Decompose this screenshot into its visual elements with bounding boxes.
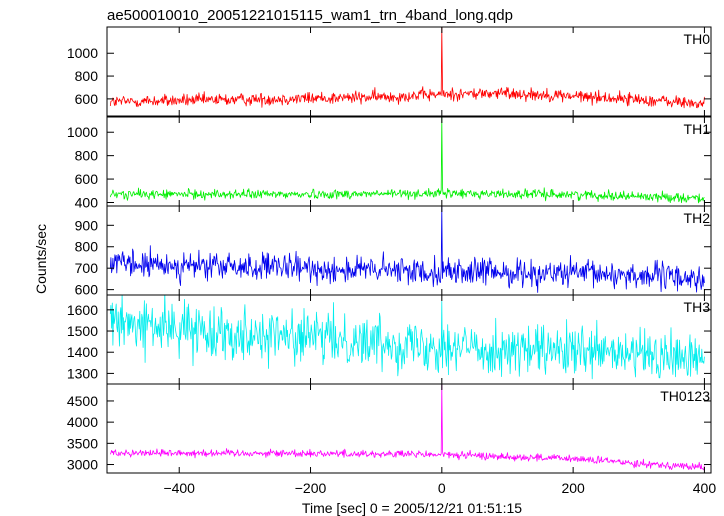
panel-label-th3: TH3	[684, 299, 711, 315]
panels-layer: 600 800 1000 TH0 400 600 800 1000 TH1 600 700 800 90…	[67, 26, 712, 474]
y-tick-label: 4500	[67, 393, 98, 409]
series-line-th0123	[109, 384, 705, 471]
y-tick-label: 800	[75, 148, 99, 164]
panel-label-th2: TH2	[684, 210, 711, 226]
y-tick-label: 1600	[67, 302, 98, 318]
panel-th2: 600 700 800 900 TH2	[75, 205, 712, 298]
y-tick-label: 3000	[67, 457, 98, 473]
x-tick-label: 200	[561, 480, 585, 496]
x-axis-label: Time [sec] 0 = 2005/12/21 01:51:15	[302, 500, 522, 516]
y-tick-label: 1500	[67, 323, 98, 339]
y-tick-label: 3500	[67, 435, 98, 451]
x-axis: −400 −200 0 200 400	[163, 480, 716, 496]
series-line-th1	[109, 117, 705, 204]
y-tick-label: 1000	[67, 45, 98, 61]
y-tick-label: 800	[75, 68, 99, 84]
x-tick-label: −400	[163, 480, 195, 496]
y-tick-label: 700	[75, 260, 99, 276]
y-tick-label: 400	[75, 194, 99, 210]
y-tick-label: 800	[75, 239, 99, 255]
panel-label-th1: TH1	[684, 121, 711, 137]
panel-frame	[106, 26, 712, 117]
y-tick-label: 900	[75, 217, 99, 233]
chart-title: ae500010010_20051221015115_wam1_trn_4ban…	[107, 7, 513, 24]
y-axis-label: Counts/sec	[33, 224, 49, 294]
y-tick-label: 1000	[67, 124, 98, 140]
y-tick-label: 600	[75, 282, 99, 298]
y-tick-label: 600	[75, 171, 99, 187]
panel-label-th0123: TH0123	[660, 388, 710, 404]
series-line-th3	[109, 295, 705, 380]
y-tick-label: 1400	[67, 344, 98, 360]
y-tick-label: 4000	[67, 414, 98, 430]
panel-th0: 600 800 1000 TH0	[67, 26, 712, 117]
panel-frame	[106, 383, 712, 474]
series-line-th2	[109, 206, 705, 293]
panel-th0123: 3000 3500 4000 4500 TH0123	[67, 383, 712, 474]
panel-th3: 1300 1400 1500 1600 TH3	[67, 294, 712, 385]
x-tick-label: 400	[693, 480, 717, 496]
x-tick-label: −200	[295, 480, 327, 496]
y-tick-label: 1300	[67, 365, 98, 381]
panel-label-th0: TH0	[684, 31, 711, 47]
series-line-th0	[109, 27, 705, 109]
y-tick-label: 600	[75, 91, 99, 107]
panel-th1: 400 600 800 1000 TH1	[67, 116, 712, 210]
x-tick-label: 0	[438, 480, 446, 496]
